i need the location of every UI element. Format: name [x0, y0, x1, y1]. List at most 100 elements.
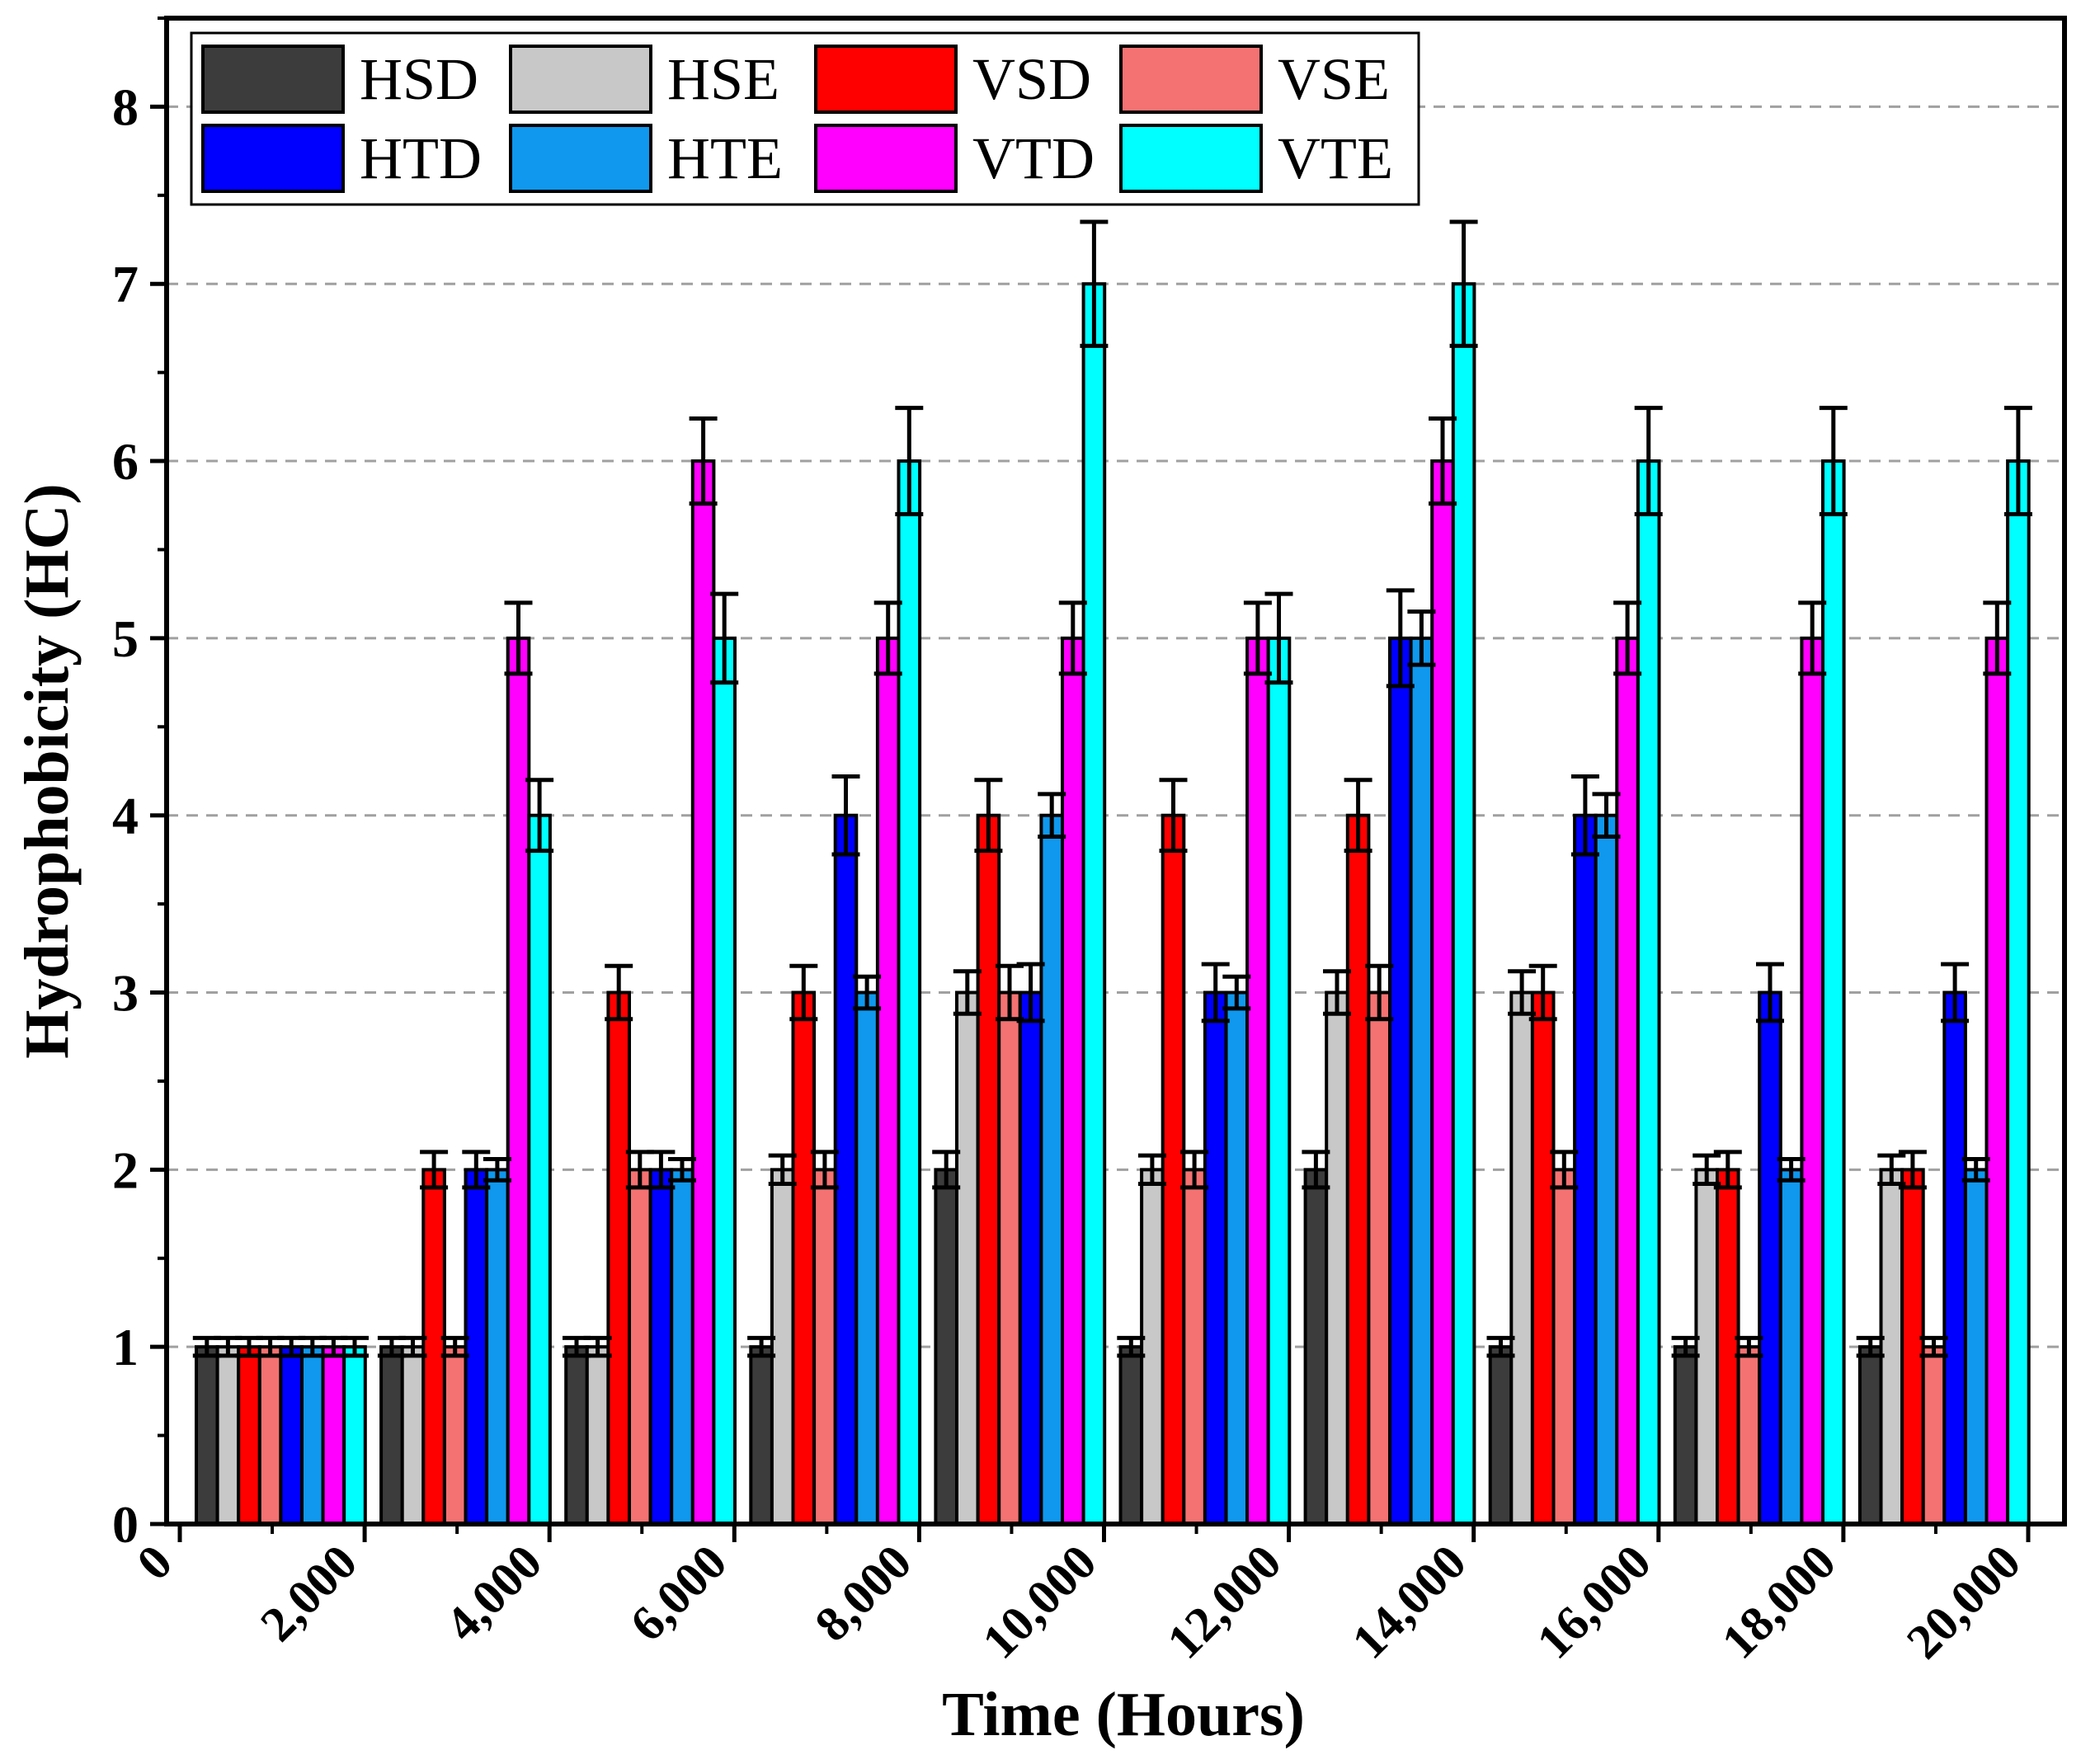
- bar-vte: [1636, 459, 1661, 1526]
- y-tick-label: 6: [112, 432, 139, 491]
- bar-vse: [1736, 1345, 1762, 1526]
- bar-htd: [648, 1168, 674, 1526]
- legend-label-hte: HTE: [667, 125, 783, 191]
- bar-hsd: [1857, 1345, 1883, 1526]
- bar-vsd: [1716, 1168, 1740, 1526]
- bar-vse: [812, 1168, 837, 1526]
- x-tick-label: 2,000: [250, 1535, 367, 1652]
- y-tick-label: 7: [112, 255, 139, 313]
- bar-vte: [1821, 459, 1846, 1526]
- legend-label-vsd: VSD: [972, 46, 1091, 112]
- y-tick-label: 5: [112, 609, 139, 668]
- bar-hte: [1224, 990, 1250, 1526]
- bar-hse: [1879, 1168, 1904, 1526]
- legend-swatch-vtd: [814, 124, 958, 193]
- bar-vtd: [1984, 636, 2010, 1526]
- bar-hte: [300, 1345, 325, 1526]
- bar-vte: [1081, 282, 1107, 1526]
- bar-vtd: [506, 636, 531, 1526]
- x-tick-label: 4,000: [435, 1535, 552, 1652]
- bar-vtd: [1430, 459, 1455, 1526]
- bar-htd: [279, 1345, 304, 1526]
- x-tick-label: 14,000: [1342, 1535, 1476, 1669]
- y-tick-label: 0: [112, 1495, 139, 1554]
- bar-hse: [1694, 1168, 1719, 1526]
- bar-hsd: [379, 1345, 404, 1526]
- y-axis-title: Hydrophobicity (HC): [12, 483, 82, 1058]
- bar-vtd: [1615, 636, 1640, 1526]
- bar-htd: [1942, 990, 1967, 1526]
- bar-vtd: [690, 459, 716, 1526]
- bar-vsd: [1900, 1168, 1925, 1526]
- bar-vsd: [237, 1345, 261, 1526]
- bar-hte: [1778, 1168, 1804, 1526]
- bar-hse: [400, 1345, 426, 1526]
- bar-vtd: [1800, 636, 1824, 1526]
- bar-htd: [1758, 990, 1782, 1526]
- bar-vte: [1451, 282, 1476, 1526]
- bar-vte: [712, 636, 737, 1526]
- bar-vtd: [321, 1345, 346, 1526]
- bar-hsd: [934, 1168, 959, 1526]
- bars: [195, 282, 2031, 1526]
- plot-frame: [164, 16, 2067, 1526]
- y-tick-label: 3: [112, 964, 139, 1023]
- bar-hte: [1594, 813, 1619, 1526]
- bar-htd: [833, 813, 859, 1526]
- legend-label-htd: HTD: [360, 125, 482, 191]
- bar-vte: [897, 459, 922, 1526]
- legend-swatch-htd: [201, 124, 345, 193]
- x-tick-label: 8,000: [804, 1535, 921, 1652]
- legend-swatch-hte: [509, 124, 652, 193]
- bar-hsd: [1303, 1168, 1329, 1526]
- x-tick-label: 20,000: [1896, 1535, 2031, 1669]
- bar-vtd: [875, 636, 901, 1526]
- bar-vse: [1182, 1168, 1207, 1526]
- bar-hte: [855, 990, 879, 1526]
- x-tick-label: 10,000: [972, 1535, 1106, 1669]
- legend-swatch-vte: [1119, 124, 1263, 193]
- legend-label-vte: VTE: [1278, 125, 1393, 191]
- error-bars: [192, 219, 2032, 1358]
- y-tick-label: 2: [112, 1141, 139, 1199]
- legend-swatch-vse: [1119, 45, 1263, 114]
- bar-htd: [1388, 636, 1413, 1526]
- bar-vse: [1367, 990, 1392, 1526]
- bar-hte: [1409, 636, 1434, 1526]
- legend-label-vtd: VTD: [972, 125, 1095, 191]
- y-tick-label: 1: [112, 1318, 139, 1376]
- x-tick-label: 16,000: [1527, 1535, 1661, 1669]
- bar-hsd: [195, 1345, 219, 1526]
- bar-hte: [1039, 813, 1065, 1526]
- bar-hse: [1140, 1168, 1165, 1526]
- bar-vsd: [606, 990, 632, 1526]
- bar-vsd: [1161, 813, 1186, 1526]
- bar-hsd: [564, 1345, 589, 1526]
- bar-hte: [1963, 1168, 1989, 1526]
- legend-swatch-hse: [509, 45, 652, 114]
- x-tick-label: 6,000: [619, 1535, 737, 1652]
- bar-hse: [1509, 990, 1534, 1526]
- bar-hse: [955, 990, 980, 1526]
- x-tick-label: 12,000: [1156, 1535, 1291, 1669]
- bar-hsd: [749, 1345, 774, 1526]
- y-tick-label: 8: [112, 78, 139, 136]
- x-tick-label: 0: [126, 1535, 182, 1591]
- bar-vse: [1551, 1168, 1577, 1526]
- bar-hse: [585, 1345, 610, 1526]
- bar-vtd: [1061, 636, 1085, 1526]
- bar-hse: [1325, 990, 1349, 1526]
- bar-vse: [1921, 1345, 1947, 1526]
- bar-vte: [527, 813, 552, 1526]
- y-tick-label: 4: [112, 787, 139, 845]
- bar-vsd: [976, 813, 1001, 1526]
- bar-hte: [485, 1168, 510, 1526]
- bar-hte: [670, 1168, 694, 1526]
- bar-hsd: [1488, 1345, 1514, 1526]
- bar-vse: [997, 990, 1022, 1526]
- bar-hsd: [1673, 1345, 1698, 1526]
- bar-vte: [2006, 459, 2031, 1526]
- legend-swatch-hsd: [201, 45, 345, 114]
